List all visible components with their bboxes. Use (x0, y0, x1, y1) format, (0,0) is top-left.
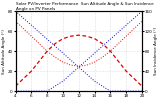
Y-axis label: Sun Incidence Angle (°): Sun Incidence Angle (°) (154, 27, 158, 75)
Text: Solar PV/Inverter Performance  Sun Altitude Angle & Sun Incidence Angle on PV Pa: Solar PV/Inverter Performance Sun Altitu… (16, 2, 153, 11)
Y-axis label: Sun Altitude Angle (°): Sun Altitude Angle (°) (2, 29, 6, 74)
